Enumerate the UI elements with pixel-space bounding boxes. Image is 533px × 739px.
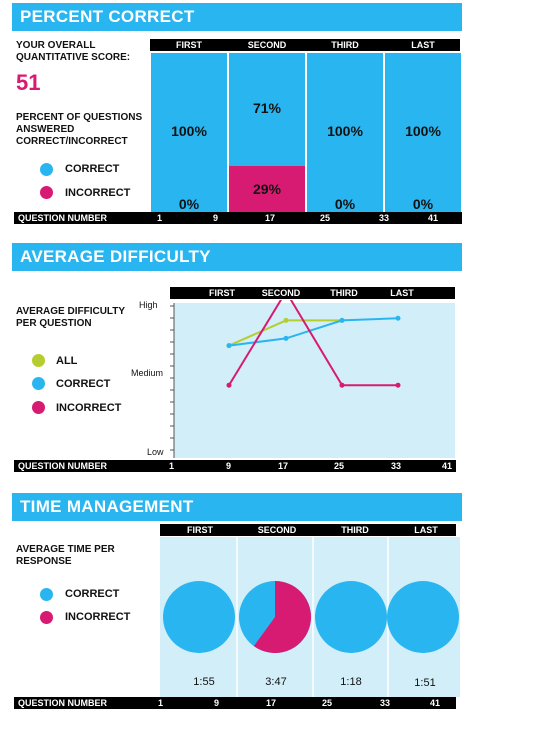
quarter-second-3: SECOND [257, 525, 297, 535]
score-label: YOUR OVERALL QUANTITATIVE SCORE: [16, 40, 131, 63]
q2-tick-41: 41 [442, 461, 453, 471]
correct-legend-label-3: CORRECT [65, 588, 120, 600]
quarter-third-2: THIRD [330, 288, 358, 298]
question-number-label-2: QUESTION NUMBER [18, 461, 108, 471]
incorrect-legend-dot-3 [40, 611, 53, 624]
difficulty-description: AVERAGE DIFFICULTY PER QUESTION [16, 306, 125, 329]
q3-tick-9: 9 [214, 698, 220, 708]
correct-legend-dot-2 [32, 377, 45, 390]
q-tick-41: 41 [428, 213, 439, 223]
q2-tick-1: 1 [169, 461, 175, 471]
time-third: 1:18 [340, 676, 362, 688]
bar-correct-second [229, 53, 305, 166]
question-number-bar-1: QUESTION NUMBER 1 9 17 25 33 41 [14, 212, 462, 224]
difficulty-quarter-header: FIRST SECOND THIRD LAST [170, 287, 455, 299]
all-legend-dot [32, 354, 45, 367]
quarter-second: SECOND [247, 40, 287, 50]
time-management-banner: TIME MANAGEMENT [12, 493, 462, 521]
time-description: AVERAGE TIME PER RESPONSE [16, 544, 115, 567]
q-tick-9: 9 [213, 213, 219, 223]
percent-bar-chart: 100% 71% 100% 100% 0% 29% 0% 0% [150, 53, 462, 212]
q2-tick-25: 25 [334, 461, 345, 471]
incorrect-pct-first: 0% [178, 196, 200, 212]
quarter-third: THIRD [331, 40, 359, 50]
quarter-last: LAST [411, 40, 435, 50]
data-point-correct [339, 317, 345, 323]
question-number-label-3: QUESTION NUMBER [18, 698, 108, 708]
data-point-incorrect [226, 382, 232, 388]
quarter-first-3: FIRST [187, 525, 213, 535]
pie-incorrect-second [253, 581, 311, 653]
series-line-incorrect [228, 300, 398, 387]
question-number-label: QUESTION NUMBER [18, 213, 108, 223]
q3-tick-41: 41 [430, 698, 441, 708]
data-point-incorrect [339, 382, 345, 388]
all-legend-label: ALL [56, 355, 78, 367]
correct-pct-last: 100% [405, 123, 441, 139]
correct-legend-dot-3 [40, 588, 53, 601]
q2-tick-9: 9 [226, 461, 232, 471]
incorrect-pct-last: 0% [412, 196, 434, 212]
pie-correct-last [387, 581, 459, 653]
q3-tick-33: 33 [380, 698, 391, 708]
incorrect-legend-dot [40, 186, 53, 199]
time-quarter-header: FIRST SECOND THIRD LAST [160, 524, 456, 536]
average-difficulty-banner: AVERAGE DIFFICULTY [12, 243, 462, 271]
data-point-all [283, 317, 289, 323]
q2-tick-17: 17 [278, 461, 289, 471]
q3-tick-25: 25 [322, 698, 333, 708]
bar-correct-last [385, 53, 461, 212]
y-tick-high: High [139, 300, 158, 310]
difficulty-line-chart [170, 300, 455, 458]
q-tick-17: 17 [265, 213, 276, 223]
quarter-last-2: LAST [390, 288, 414, 298]
data-point-correct [283, 335, 289, 341]
q2-tick-33: 33 [391, 461, 402, 471]
incorrect-legend-label-2: INCORRECT [56, 402, 122, 414]
bar-correct-first [151, 53, 227, 212]
q3-tick-1: 1 [158, 698, 164, 708]
q-tick-33: 33 [379, 213, 390, 223]
incorrect-legend-label-3: INCORRECT [65, 611, 131, 623]
pie-correct-third [315, 581, 387, 653]
question-number-bar-2: QUESTION NUMBER 1 9 17 25 33 41 [14, 460, 456, 472]
incorrect-pct-third: 0% [334, 196, 356, 212]
incorrect-legend-label: INCORRECT [65, 187, 131, 199]
data-point-incorrect [395, 382, 401, 388]
percent-quarter-header: FIRST SECOND THIRD LAST [150, 39, 460, 51]
quarter-first-2: FIRST [209, 288, 235, 298]
time-first: 1:55 [193, 676, 215, 688]
quarter-second-2: SECOND [261, 288, 301, 298]
correct-pct-second: 71% [252, 100, 282, 116]
q-tick-25: 25 [320, 213, 331, 223]
series-line-correct [228, 317, 399, 347]
correct-pct-first: 100% [171, 123, 207, 139]
bar-incorrect-second [229, 166, 305, 212]
time-pie-chart [160, 537, 460, 697]
correct-legend-dot [40, 163, 53, 176]
y-tick-low: Low [147, 447, 164, 457]
q3-tick-17: 17 [266, 698, 277, 708]
percent-description: PERCENT OF QUESTIONS ANSWERED CORRECT/IN… [16, 112, 143, 147]
incorrect-pct-second: 29% [252, 181, 282, 197]
data-point-correct [395, 315, 401, 321]
q-tick-1: 1 [157, 213, 163, 223]
pie-correct-first [163, 581, 235, 653]
y-tick-medium: Medium [131, 368, 164, 378]
correct-pct-third: 100% [327, 123, 363, 139]
time-second: 3:47 [265, 676, 287, 688]
quarter-third-3: THIRD [341, 525, 369, 535]
correct-legend-label: CORRECT [65, 163, 120, 175]
quarter-first: FIRST [176, 40, 202, 50]
incorrect-legend-dot-2 [32, 401, 45, 414]
score-value: 51 [16, 70, 41, 95]
data-point-correct [226, 343, 232, 349]
difficulty-plot-area [174, 303, 455, 458]
question-number-bar-3: QUESTION NUMBER 1 9 17 25 33 41 [14, 697, 456, 709]
time-last: 1:51 [414, 677, 436, 689]
correct-legend-label-2: CORRECT [56, 378, 111, 390]
quarter-last-3: LAST [414, 525, 438, 535]
bar-correct-third [307, 53, 383, 212]
percent-correct-banner: PERCENT CORRECT [12, 3, 462, 31]
